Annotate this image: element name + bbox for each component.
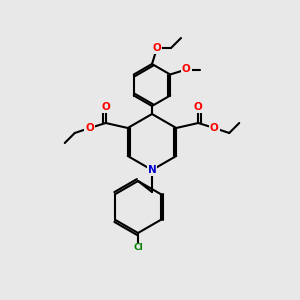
Text: O: O [85, 123, 94, 133]
Text: O: O [153, 43, 161, 53]
Text: Cl: Cl [133, 244, 143, 253]
Text: O: O [194, 102, 203, 112]
Text: O: O [182, 64, 190, 74]
Text: O: O [210, 123, 219, 133]
Text: N: N [148, 165, 156, 175]
Text: O: O [101, 102, 110, 112]
